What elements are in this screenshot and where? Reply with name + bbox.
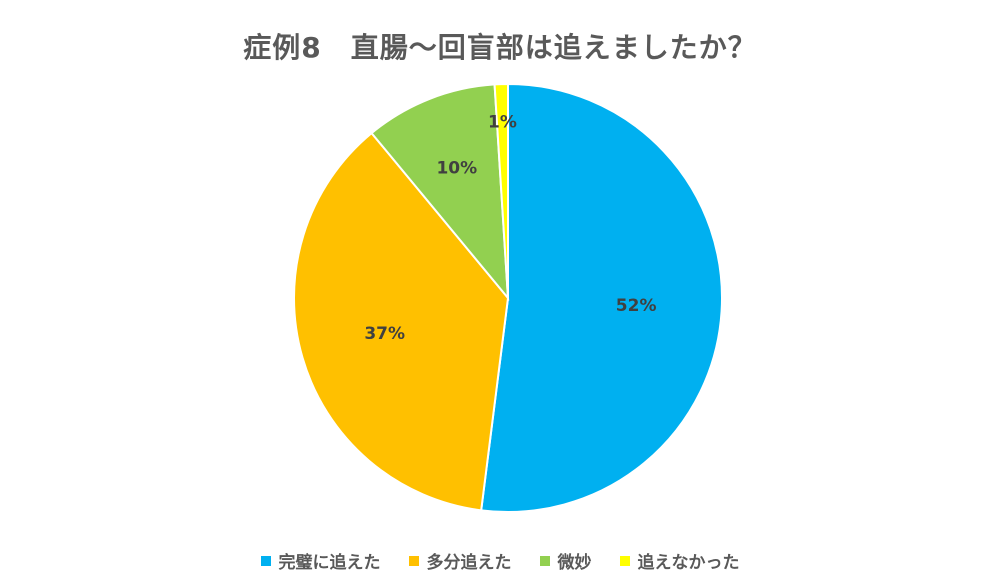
- legend-item-4: 追えなかった: [619, 548, 740, 573]
- legend-item-2: 多分追えた: [408, 548, 512, 573]
- legend-label-1: 完璧に追えた: [278, 553, 381, 573]
- legend-swatch-1: [260, 555, 271, 566]
- data-label-2: 37%: [364, 324, 405, 344]
- legend-label-4: 追えなかった: [637, 553, 740, 573]
- legend-label-2: 多分追えた: [426, 553, 512, 573]
- legend-swatch-3: [539, 555, 550, 566]
- legend-item-3: 微妙: [539, 548, 592, 573]
- pie-slice-1: [480, 82, 723, 513]
- pie-slice-4: [493, 82, 509, 299]
- data-label-3: 10%: [436, 159, 477, 179]
- pie-slice-3: [370, 83, 510, 302]
- legend-item-1: 完璧に追えた: [260, 548, 381, 573]
- legend-swatch-4: [619, 555, 630, 566]
- pie-slice-2: [293, 131, 510, 512]
- chart-title: 症例8 直腸〜回盲部は追えましたか？: [243, 31, 757, 64]
- legend-label-3: 微妙: [557, 553, 592, 573]
- data-label-1: 52%: [616, 296, 657, 316]
- data-label-4: 1%: [488, 113, 517, 133]
- legend: 完璧に追えた 多分追えた 微妙 追えなかった: [0, 548, 1000, 573]
- legend-swatch-2: [408, 555, 419, 566]
